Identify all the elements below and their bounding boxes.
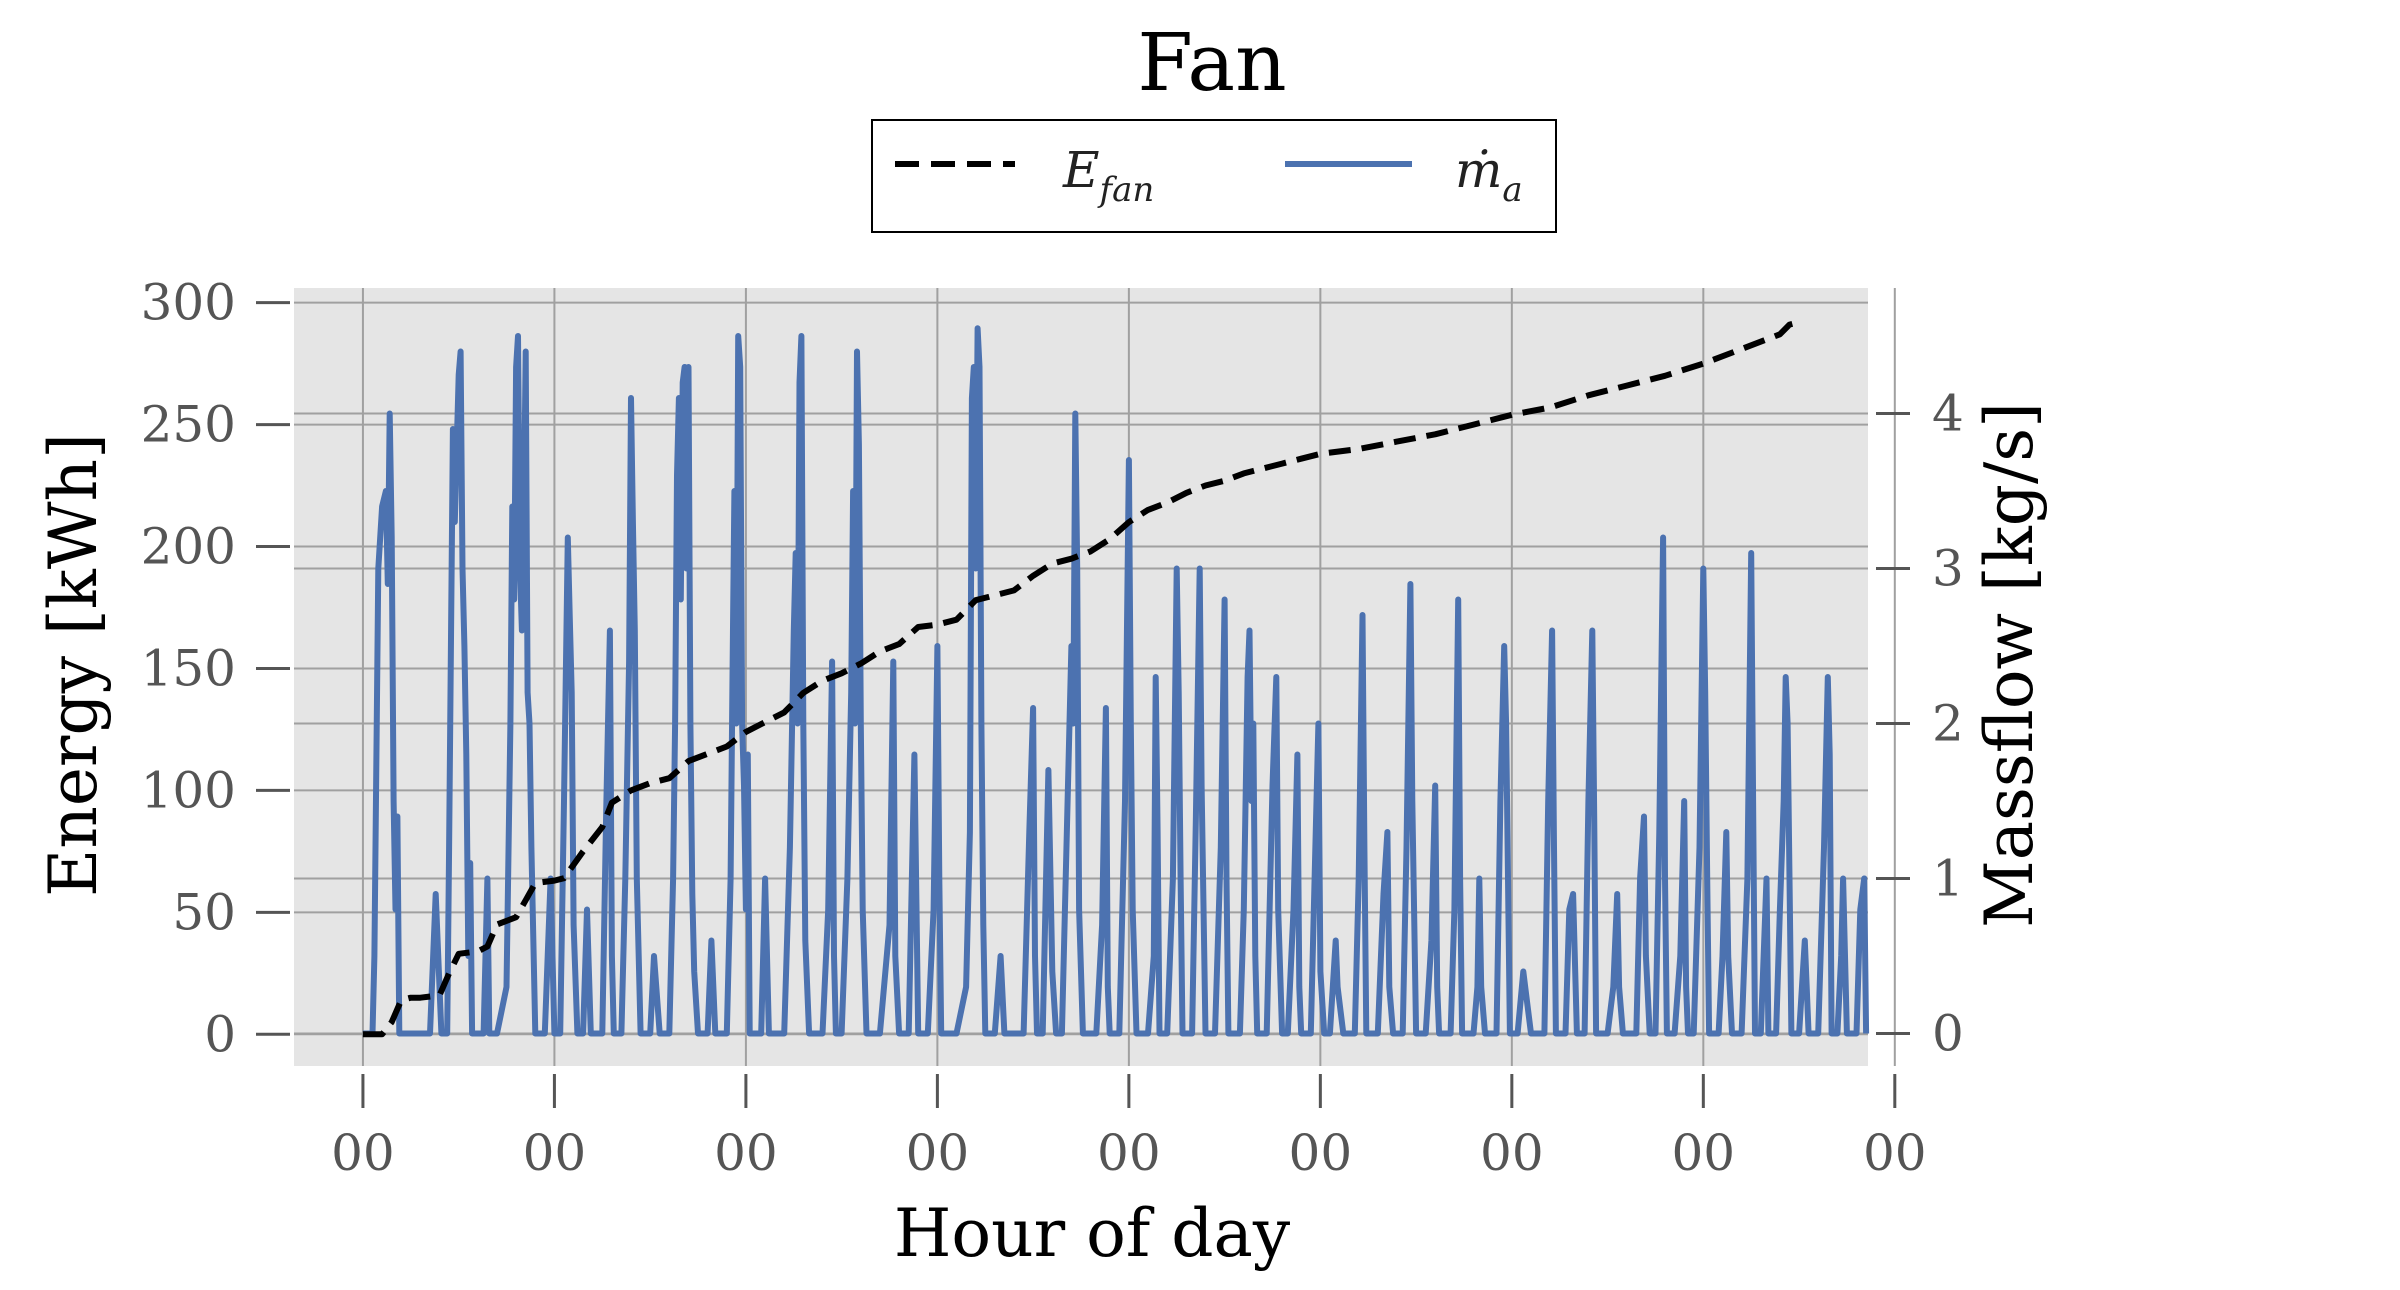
chart-title: Fan xyxy=(1137,16,1286,109)
x-tick-label: 00 xyxy=(714,1124,778,1182)
x-tick-label: 00 xyxy=(331,1124,395,1182)
x-tick-label: 00 xyxy=(1289,1124,1353,1182)
y-left-tick-label: 300 xyxy=(141,274,236,332)
y-left-tick-label: 100 xyxy=(141,761,236,819)
y-left-tick-label: 200 xyxy=(141,518,236,576)
legend-frame xyxy=(871,119,1557,233)
legend: Efan ṁa xyxy=(871,119,1557,233)
series-layer xyxy=(362,319,1870,1038)
legend-energy-label: Efan xyxy=(1062,141,1154,210)
y-axis-label-left: Energy [kWh] xyxy=(35,433,112,897)
y-right-tick-label: 1 xyxy=(1932,849,1964,907)
legend-massflow-label: ṁa xyxy=(1455,141,1523,210)
x-tick-label: 00 xyxy=(1672,1124,1736,1182)
x-tick-label: 00 xyxy=(523,1124,587,1182)
y-left-tick-label: 0 xyxy=(204,1005,236,1063)
x-tick-label: 00 xyxy=(1097,1124,1161,1182)
y-left-tick-label: 150 xyxy=(141,639,236,697)
y-right-tick-label: 3 xyxy=(1932,540,1964,598)
y-right-tick-label: 4 xyxy=(1932,385,1964,443)
x-tick-label: 00 xyxy=(906,1124,970,1182)
x-axis-label: Hour of day xyxy=(894,1195,1291,1272)
x-tick-label: 00 xyxy=(1863,1124,1927,1182)
y-axis-label-right: Massflow [kg/s] xyxy=(1971,402,2048,928)
series-line-energy xyxy=(362,319,1800,1038)
y-right-tick-label: 2 xyxy=(1932,694,1964,752)
axes: 00 00 00 00 00 00 00 00 000501001502002503000123… xyxy=(141,274,1964,1182)
x-tick-label: 00 xyxy=(1480,1124,1544,1182)
y-left-tick-label: 250 xyxy=(141,396,236,454)
series-line-massflow xyxy=(362,325,1870,1037)
y-left-tick-label: 50 xyxy=(172,883,236,941)
y-right-tick-label: 0 xyxy=(1932,1004,1964,1062)
